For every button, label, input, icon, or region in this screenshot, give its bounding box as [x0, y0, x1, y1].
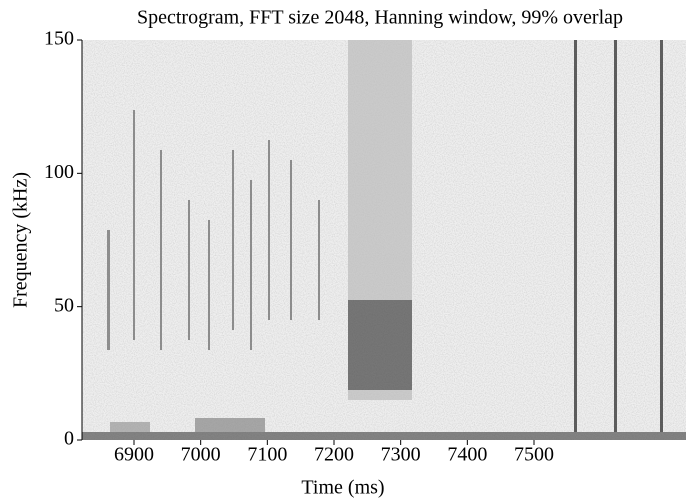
spectral-features	[82, 40, 686, 440]
x-tick-label: 7300	[381, 444, 421, 466]
x-tick-label: 7400	[447, 444, 487, 466]
x-tick-label: 7100	[247, 444, 287, 466]
y-tick-label: 150	[44, 28, 74, 50]
x-tick-label: 7500	[514, 444, 554, 466]
y-tick-label: 0	[64, 428, 74, 450]
chart-title: Spectrogram, FFT size 2048, Hanning wind…	[137, 7, 623, 29]
x-tick-label: 7000	[181, 444, 221, 466]
x-axis-label: Time (ms)	[301, 477, 384, 499]
y-axis-label: Frequency (kHz)	[10, 172, 32, 308]
y-tick-label: 50	[54, 294, 74, 316]
x-tick-label: 7200	[314, 444, 354, 466]
x-tick-label: 6900	[114, 444, 154, 466]
y-tick-label: 100	[44, 161, 74, 183]
plot-area	[82, 40, 686, 440]
